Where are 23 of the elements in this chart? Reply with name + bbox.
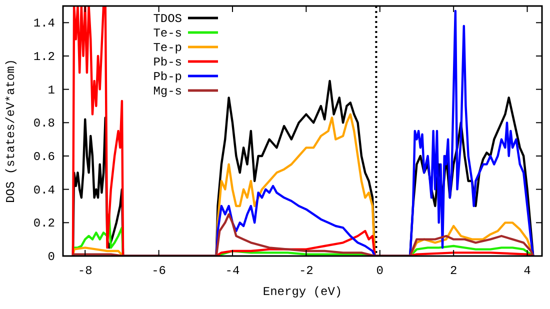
legend-label: Mg-s [153, 84, 182, 98]
x-tick-label: 4 [524, 264, 531, 278]
legend-label: Pb-s [153, 56, 182, 70]
legend-label: Te-s [153, 26, 182, 40]
y-tick-label: 0.6 [33, 150, 55, 164]
x-tick-label: -8 [78, 264, 92, 278]
legend-label: Te-p [153, 41, 182, 55]
x-axis-title: Energy (eV) [262, 285, 342, 299]
y-tick-label: 1 [48, 83, 55, 98]
y-tick-label: 1.4 [33, 16, 55, 31]
x-tick-label: -6 [152, 264, 166, 278]
x-tick-label: 2 [450, 264, 458, 278]
y-tick-label: 1.2 [33, 50, 55, 64]
x-tick-label: -4 [225, 264, 240, 278]
y-tick-label: 0.8 [33, 116, 55, 131]
y-tick-label: 0.4 [33, 183, 55, 198]
legend-label: Pb-p [153, 70, 182, 84]
y-tick-label: 0.2 [33, 216, 55, 231]
legend-label: TDOS [153, 12, 182, 26]
y-tick-label: 0 [48, 250, 55, 264]
y-axis-title: DOS (states/eV*atom) [4, 58, 18, 204]
x-tick-label: 0 [376, 264, 384, 278]
x-tick-label: -2 [298, 264, 314, 278]
